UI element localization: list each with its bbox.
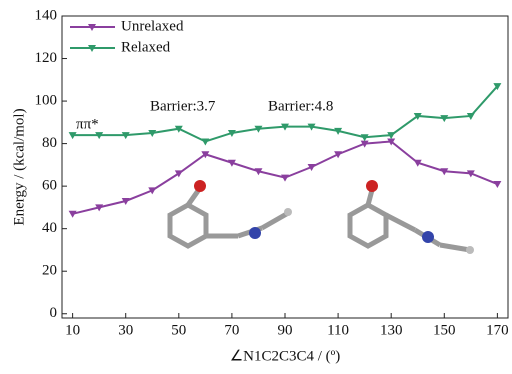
- annotation: ππ*: [76, 116, 99, 132]
- molecule-right: [350, 180, 474, 254]
- x-tick-label: 70: [224, 322, 239, 338]
- y-tick-label: 60: [42, 178, 57, 194]
- x-tick-label: 30: [118, 322, 133, 338]
- marker: [281, 175, 289, 182]
- x-axis-title: ∠N1C2C3C4 / (º): [230, 348, 341, 364]
- y-tick-label: 20: [42, 263, 57, 279]
- x-tick-label: 10: [65, 322, 80, 338]
- atom: [249, 227, 261, 239]
- y-tick-label: 40: [42, 220, 57, 236]
- y-tick-label: 120: [35, 50, 58, 66]
- atom: [466, 246, 474, 254]
- x-tick-label: 130: [380, 322, 403, 338]
- molecule-left: [170, 180, 292, 246]
- y-tick-label: 140: [35, 7, 58, 23]
- chart: ∠N1C2C3C4 / (º) Energy / (kcal/mol) 0 20 4…: [0, 0, 512, 374]
- y-axis-title: Energy / (kcal/mol): [11, 108, 27, 225]
- legend-label: Unrelaxed: [121, 18, 184, 34]
- y-tick-label: 80: [42, 135, 57, 151]
- x-tick-label: 90: [278, 322, 293, 338]
- x-tick-label: 110: [327, 322, 349, 338]
- atom: [284, 208, 292, 216]
- atom: [422, 231, 434, 243]
- atom: [366, 180, 378, 192]
- x-tick-label: 150: [433, 322, 456, 338]
- atom: [194, 180, 206, 192]
- y-tick-label: 0: [50, 305, 58, 321]
- x-tick-label: 170: [486, 322, 509, 338]
- legend-label: Relaxed: [121, 39, 171, 55]
- x-tick-label: 50: [171, 322, 186, 338]
- marker: [201, 138, 209, 145]
- marker: [493, 181, 501, 188]
- annotation: Barrier:4.8: [268, 98, 333, 114]
- marker: [69, 211, 77, 218]
- annotation: Barrier:3.7: [150, 98, 216, 114]
- y-tick-label: 100: [35, 93, 58, 109]
- plot-frame: [62, 16, 508, 318]
